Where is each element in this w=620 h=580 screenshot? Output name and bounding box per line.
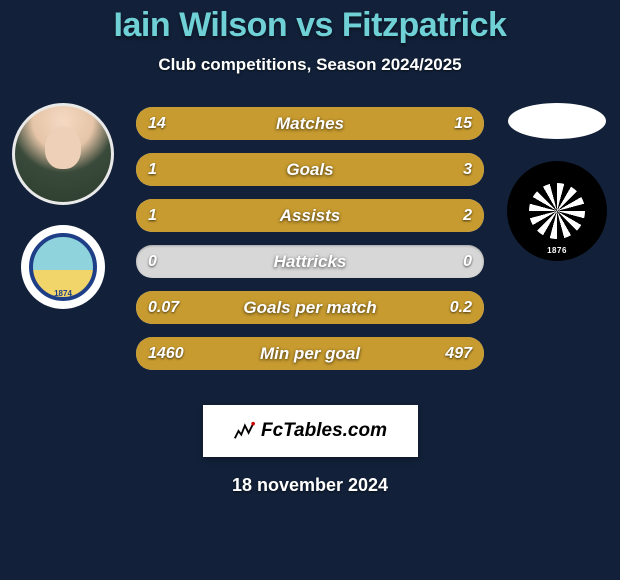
stat-bar: 1 Goals 3 (136, 153, 484, 186)
stat-bars: 14 Matches 15 1 Goals 3 1 Assists 2 0 Hattricks 0 0.… (136, 107, 484, 370)
stat-value-left: 0.07 (148, 299, 179, 317)
stat-value-left: 1460 (148, 345, 184, 363)
stat-bar: 1 Assists 2 (136, 199, 484, 232)
stat-fill-right (223, 153, 484, 186)
left-club-badge (21, 225, 105, 309)
stat-value-left: 1 (148, 161, 157, 179)
stat-value-right: 15 (454, 115, 472, 133)
stat-value-left: 1 (148, 207, 157, 225)
stat-value-right: 497 (445, 345, 472, 363)
stat-bar: 0 Hattricks 0 (136, 245, 484, 278)
stat-value-right: 3 (463, 161, 472, 179)
stat-label: Assists (280, 206, 340, 226)
stat-value-right: 0 (463, 253, 472, 271)
sparkline-icon (233, 420, 255, 442)
stat-label: Min per goal (260, 344, 360, 364)
stat-value-right: 0.2 (450, 299, 472, 317)
page-title: Iain Wilson vs Fitzpatrick (0, 0, 620, 45)
right-player-column (502, 103, 612, 261)
stat-bar: 0.07 Goals per match 0.2 (136, 291, 484, 324)
stat-label: Goals (286, 160, 333, 180)
stat-value-right: 2 (463, 207, 472, 225)
right-player-photo-placeholder (508, 103, 606, 139)
brand-box: FcTables.com (203, 405, 418, 457)
compare-area: 14 Matches 15 1 Goals 3 1 Assists 2 0 Hattricks 0 0.… (0, 107, 620, 387)
stat-value-left: 14 (148, 115, 166, 133)
date-text: 18 november 2024 (0, 475, 620, 496)
left-player-column (8, 103, 118, 309)
page-subtitle: Club competitions, Season 2024/2025 (0, 55, 620, 75)
stat-value-left: 0 (148, 253, 157, 271)
stat-label: Goals per match (243, 298, 376, 318)
brand-text: FcTables.com (261, 420, 387, 442)
left-player-photo (12, 103, 114, 205)
stat-label: Hattricks (274, 252, 347, 272)
stat-bar: 1460 Min per goal 497 (136, 337, 484, 370)
stat-bar: 14 Matches 15 (136, 107, 484, 140)
right-club-badge (507, 161, 607, 261)
stat-label: Matches (276, 114, 344, 134)
